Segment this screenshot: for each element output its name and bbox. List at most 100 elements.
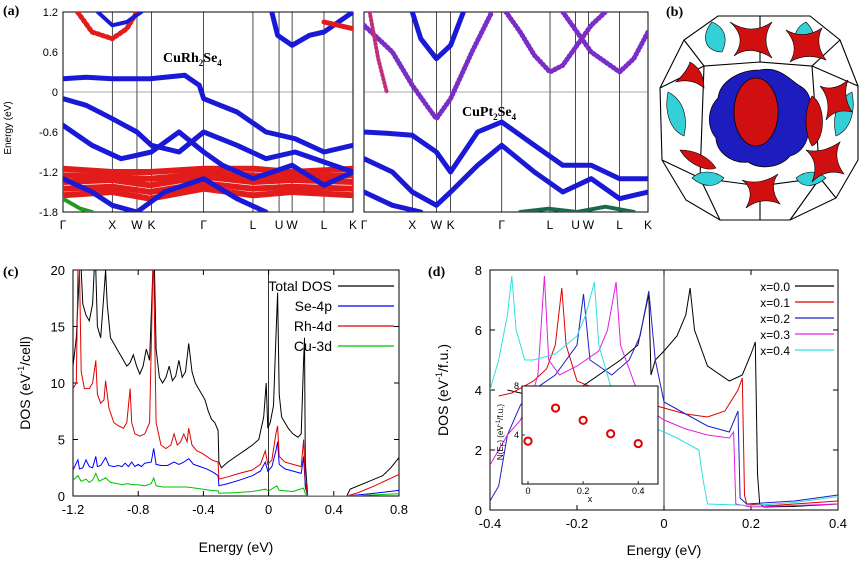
band-purple	[364, 12, 495, 122]
panel-d-inset: 0 0.2 0.4 4 8 x N(EF) (eV-1/f.u.)	[496, 381, 659, 504]
inset-points	[523, 403, 643, 449]
y-tick-label: 0	[475, 503, 482, 518]
legend-label: x=0.2	[760, 312, 790, 326]
series-line-x-0-0	[507, 287, 838, 508]
k-point-label: L	[616, 218, 623, 232]
y-tick-label: 4	[475, 383, 482, 398]
legend-label: Total DOS	[268, 278, 332, 294]
inset-x-tick-label: 0	[525, 486, 530, 496]
band-blue	[63, 72, 353, 155]
band-green	[63, 196, 94, 212]
panel-a-label: (a)	[3, 4, 20, 19]
y-tick-label: 20	[51, 263, 65, 278]
inset-x-tick-label: 0.4	[632, 486, 645, 496]
inset-point	[606, 429, 616, 439]
series-line-cu-3d	[73, 472, 399, 496]
inset-frame	[521, 385, 659, 485]
k-point-label: Γ	[498, 218, 505, 232]
k-point-label: U	[571, 218, 580, 232]
k-point-label: W	[131, 218, 143, 232]
x-tick-label: 0.2	[742, 516, 760, 531]
k-point-label: X	[108, 218, 116, 232]
k-point-label: L	[250, 218, 257, 232]
band-blue	[364, 142, 648, 208]
inset-point	[550, 403, 561, 413]
band-left-compound-label: CuRh2Se4	[163, 51, 222, 68]
y-tick-label: 6	[475, 323, 482, 338]
inset-y-tick-label: 8	[514, 381, 519, 391]
band-red	[63, 180, 353, 195]
k-point-label: X	[408, 218, 416, 232]
x-tick-label: -0.4	[479, 516, 501, 531]
panel-c-xlabel: Energy (eV)	[199, 539, 274, 555]
inset-axes: 0 0.2 0.4 4 8	[514, 381, 644, 496]
inset-point	[523, 436, 533, 446]
band-green	[518, 204, 636, 212]
panel-d-legend: x=0.0 x=0.1 x=0.2 x=0.3 x=0.4	[760, 280, 834, 358]
series-line-rh-4d	[73, 270, 399, 496]
inset-point	[633, 438, 643, 449]
panel-c-series	[73, 270, 399, 496]
legend-label: Se-4p	[295, 298, 333, 314]
band-blue	[364, 119, 648, 182]
band-purple	[503, 12, 608, 75]
series-line-se-4p	[73, 441, 399, 496]
series-line-x-0-4	[490, 275, 838, 507]
panel-d-ylabel: DOS (eV-1/f.u.)	[434, 344, 451, 436]
y-tick-label: 10	[51, 376, 65, 391]
y-tick-label: 2	[475, 443, 482, 458]
x-tick-label: -0.2	[566, 516, 588, 531]
panel-a-ytick-label: 0.6	[43, 47, 58, 59]
band-blue	[63, 176, 269, 212]
k-point-label: Γ	[361, 218, 368, 232]
panel-c-frame	[72, 269, 400, 497]
panel-c-ylabel: DOS (eV-1/cell)	[16, 336, 33, 430]
band-blue-upper	[95, 12, 144, 28]
band-blue-upper	[269, 12, 353, 48]
series-line-total-dos	[73, 270, 399, 496]
k-point-label: W	[583, 218, 595, 232]
band-blue	[63, 96, 353, 175]
band-blue	[63, 122, 353, 188]
legend-label: Rh-4d	[294, 318, 332, 334]
x-tick-label: 0	[660, 516, 667, 531]
x-tick-label: 0.4	[829, 516, 847, 531]
inset-y-tick-label: 4	[514, 430, 519, 440]
k-point-label: W	[431, 218, 443, 232]
panel-a-ytick-label: -1.8	[39, 207, 58, 219]
y-tick-label: 15	[51, 320, 65, 335]
panel-d-xlabel: Energy (eV)	[627, 542, 702, 558]
k-point-label: L	[321, 218, 328, 232]
y-tick-label: 5	[58, 433, 65, 448]
panel-a-ytick-label: 1.2	[43, 7, 58, 19]
panel-c-dos-chart: (c) -1.2 -0.8 -0.4 0 0.4 0.8 0 5 10 15 20 Total DO…	[3, 263, 408, 555]
band-red	[63, 165, 353, 175]
band-red-upper	[75, 12, 140, 42]
band-left-bands	[63, 12, 353, 212]
inset-point	[578, 415, 588, 425]
legend-label: x=0.4	[760, 344, 790, 358]
k-point-label: K	[447, 218, 455, 232]
y-tick-label: 8	[475, 263, 482, 278]
panel-c-label: (c)	[3, 265, 19, 280]
panel-a-ytick-label: -0.6	[39, 127, 58, 139]
legend-label: Cu-3d	[294, 338, 332, 354]
x-tick-label: 0.8	[390, 502, 408, 517]
panel-b-fermi-surface: (b)	[659, 5, 859, 221]
x-tick-label: 0	[265, 502, 272, 517]
panel-c-axes: -1.2 -0.8 -0.4 0 0.4 0.8 0 5 10 15 20	[51, 263, 409, 517]
k-point-label: W	[286, 218, 298, 232]
band-red	[63, 185, 353, 202]
k-point-label: K	[147, 218, 155, 232]
panel-a-ytick-label: 0	[52, 87, 58, 99]
panel-d-axes: -0.4 -0.2 0 0.2 0.4 0 2 4 6 8	[475, 263, 847, 531]
band-right-bands	[364, 12, 648, 212]
series-line-x-0-3	[490, 275, 838, 508]
x-tick-label: -0.4	[192, 502, 214, 517]
panel-c-legend: Total DOS Se-4p Rh-4d Cu-3d	[268, 278, 394, 354]
y-tick-label: 0	[58, 489, 65, 504]
band-magenta	[367, 12, 389, 94]
